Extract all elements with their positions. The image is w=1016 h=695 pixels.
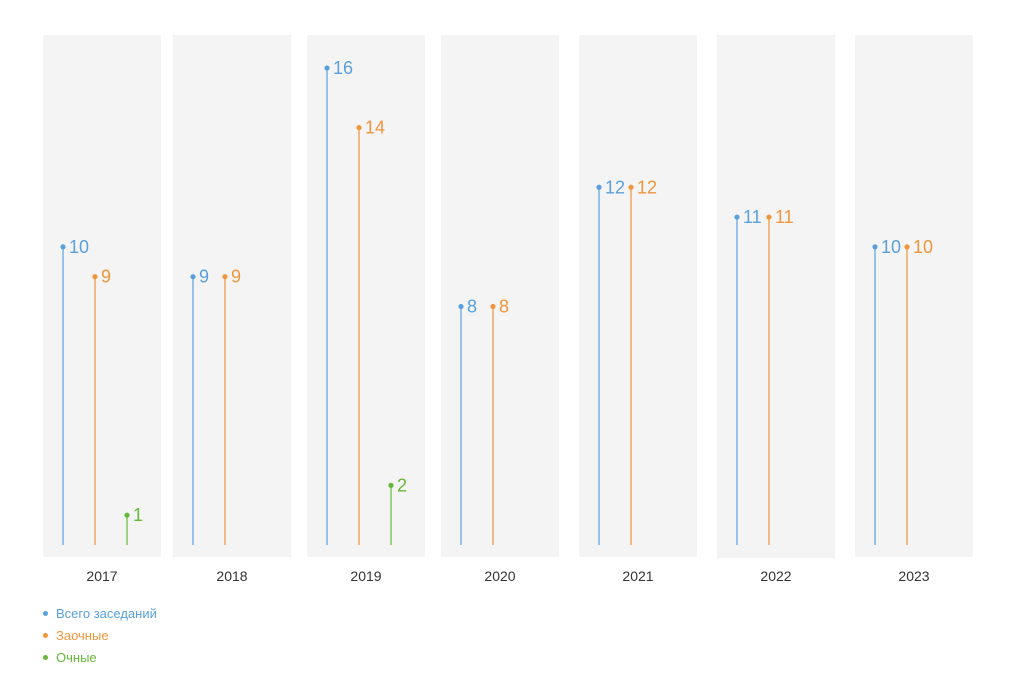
year-label-2022: 2022 — [760, 568, 791, 584]
legend-dot-icon — [43, 654, 48, 660]
value-label-series1-2018: 9 — [199, 267, 209, 287]
value-label-series1-2022: 11 — [743, 207, 762, 227]
value-label-series2-2018: 9 — [231, 267, 241, 287]
chart-marks: 10 9 1 9 9 16 14 2 8 8 12 12 11 11 10 10 — [60, 58, 933, 545]
point-series1-2022 — [734, 214, 740, 220]
value-label-series2-2020: 8 — [499, 297, 509, 317]
point-series3-2017 — [124, 512, 130, 518]
value-label-series1-2020: 8 — [467, 297, 477, 317]
value-label-series2-2019: 14 — [365, 118, 385, 138]
point-series1-2020 — [458, 303, 464, 310]
point-series1-2018 — [190, 274, 196, 280]
point-series2-2021 — [628, 184, 634, 190]
value-label-series2-2021: 12 — [637, 177, 657, 197]
panel-2017 — [43, 35, 161, 557]
value-label-series2-2023: 10 — [913, 237, 933, 257]
point-series2-2019 — [356, 125, 362, 131]
year-label-2021: 2021 — [622, 568, 653, 584]
value-label-series3-2017: 1 — [133, 505, 143, 525]
value-label-series3-2019: 2 — [397, 475, 407, 495]
point-series1-2017 — [60, 244, 66, 250]
panel-2019 — [307, 35, 425, 557]
year-label-2018: 2018 — [216, 568, 247, 584]
legend-label: Всего заседаний — [56, 605, 157, 621]
point-series2-2017 — [92, 274, 98, 280]
value-label-series1-2023: 10 — [881, 237, 901, 257]
value-label-series2-2022: 11 — [775, 207, 794, 227]
panel-2021 — [579, 35, 697, 557]
panel-2018 — [173, 35, 291, 557]
legend-dot-icon — [43, 632, 48, 638]
point-series2-2022 — [766, 214, 772, 220]
year-label-2020: 2020 — [484, 568, 515, 584]
legend-item-3: Очные — [40, 646, 157, 668]
panel-2023 — [855, 35, 973, 557]
legend-item-1: Всего заседаний — [40, 602, 157, 624]
point-series1-2023 — [872, 244, 878, 250]
legend-label: Заочные — [56, 627, 109, 643]
point-series2-2020 — [490, 303, 496, 310]
point-series2-2018 — [222, 274, 228, 280]
year-label-2017: 2017 — [86, 568, 117, 584]
value-label-series1-2017: 10 — [69, 237, 89, 257]
year-label-2019: 2019 — [350, 568, 381, 584]
lollipop-chart: 2017 2018 2019 2020 2021 2022 2023 10 9 1 9 9 16 14 2… — [43, 35, 973, 584]
point-series2-2023 — [904, 244, 910, 250]
point-series1-2019 — [324, 65, 330, 71]
legend-label: Очные — [56, 649, 97, 665]
value-label-series1-2021: 12 — [605, 177, 625, 197]
legend: Всего заседаний Заочные Очные — [40, 602, 157, 668]
point-series1-2021 — [596, 184, 602, 190]
value-label-series1-2019: 16 — [333, 58, 353, 78]
point-series3-2019 — [388, 482, 394, 488]
panel-2022 — [717, 35, 835, 558]
value-label-series2-2017: 9 — [101, 267, 111, 287]
year-label-2023: 2023 — [898, 568, 929, 584]
legend-dot-icon — [43, 610, 48, 616]
legend-item-2: Заочные — [40, 624, 157, 646]
